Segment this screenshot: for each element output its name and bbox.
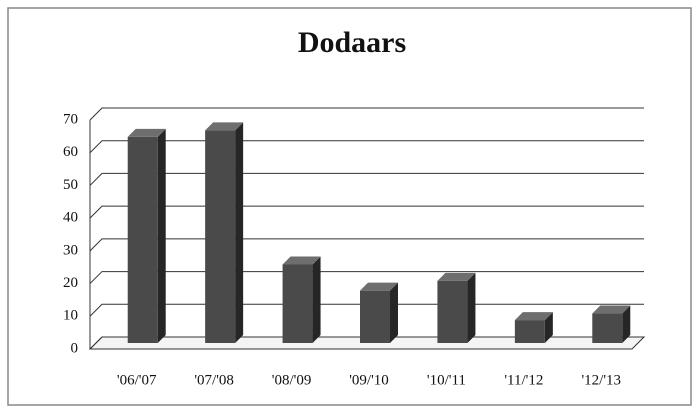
bar <box>282 256 321 343</box>
grid-line <box>89 271 644 284</box>
y-tick-label: 40 <box>63 210 78 226</box>
y-tick-label: 60 <box>63 144 78 160</box>
bar <box>437 272 476 343</box>
bar <box>205 122 244 343</box>
x-tick-label: '07/'08 <box>194 372 234 388</box>
x-tick-label: '09/'10 <box>349 372 389 388</box>
grid-line <box>89 238 644 252</box>
bar-top <box>205 122 244 131</box>
bar-top <box>282 256 321 265</box>
bar-front <box>360 290 390 343</box>
x-tick-label: '11/'12 <box>504 372 543 388</box>
bar-side <box>467 272 476 343</box>
bar-side <box>544 312 553 343</box>
bar <box>592 305 631 343</box>
bar-side <box>622 305 631 343</box>
bar <box>360 282 398 343</box>
bar-front <box>282 264 313 343</box>
y-tick-label: 70 <box>63 111 78 127</box>
chart-title: Dodaars <box>298 26 406 59</box>
bar-side <box>235 122 244 343</box>
bar-front <box>514 320 545 343</box>
x-tick-label: '10/'11 <box>427 372 466 388</box>
bar-side <box>157 128 166 343</box>
grid-line <box>89 172 644 186</box>
x-tick-label: '06/'07 <box>117 372 157 388</box>
bar-top <box>437 272 476 281</box>
bar-front <box>205 130 236 343</box>
bar-front <box>127 136 158 343</box>
grid-line <box>89 107 644 121</box>
x-tick-label: '12/'13 <box>581 372 621 388</box>
bar-side <box>312 256 321 343</box>
bar-top <box>127 128 166 137</box>
bar-front <box>592 313 623 343</box>
bar-top <box>514 312 553 321</box>
grid-line <box>89 205 644 219</box>
bar-front <box>437 280 468 343</box>
bar <box>514 312 553 343</box>
y-tick-label: 10 <box>63 308 78 324</box>
bar-top <box>592 305 631 314</box>
y-tick-label: 20 <box>63 275 78 291</box>
x-tick-label: '08/'09 <box>272 372 312 388</box>
y-tick-label: 30 <box>63 242 78 258</box>
bar-top <box>360 282 398 291</box>
y-tick-label: 0 <box>71 340 79 356</box>
y-tick-label: 50 <box>63 177 78 193</box>
bar <box>127 128 166 343</box>
bar-side <box>390 282 398 343</box>
grid-line <box>89 140 644 154</box>
